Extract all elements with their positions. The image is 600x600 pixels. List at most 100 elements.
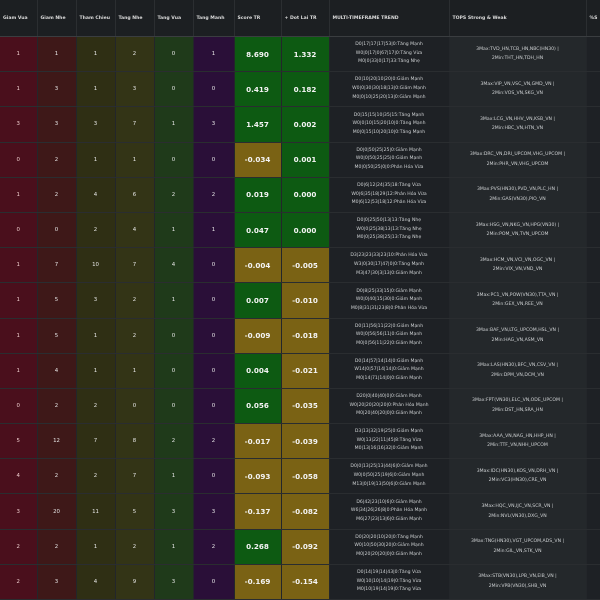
table-row[interactable]: 1 5 3 2 1 0 0.007 -0.010 D0|8|25|33|15|0:Giảm Mạ… <box>0 282 600 319</box>
cell-dot-lai: -0.082 <box>281 493 330 530</box>
cell-tops: 3Max:PVS(HN30),PVD_VN,PLC_HN | 2Min:GAS(V… <box>449 177 587 213</box>
header-tham-chieu[interactable]: Tham Chieu <box>76 0 116 37</box>
cell-percent <box>586 493 600 530</box>
trend-line: D3|13|32|19|25|0:Giảm Mạnh <box>354 429 424 435</box>
cell-tham-chieu: 10 <box>76 247 116 284</box>
table-row[interactable]: 4 2 2 7 1 0 -0.093 -0.058 D0|0|13|25|13|44|6|0:G… <box>0 458 600 495</box>
header-trend[interactable]: MULTI-TIMEFRAME TREND <box>329 0 450 37</box>
trend-line: D3|23|23|33|23|10:Phân Hóa Vừa <box>350 253 428 259</box>
cell-trend: D0|10|20|10|20|0:Giảm Mạnh W0|0|30|30|18|… <box>329 71 450 108</box>
cell-tham-chieu: 2 <box>76 458 116 495</box>
cell-tang-vua: 0 <box>154 36 194 73</box>
trend-line: D6|42|23|10|6|0:Giảm Mạnh <box>356 499 422 505</box>
cell-giam-nhe: 5 <box>37 318 77 354</box>
header-score[interactable]: Score TR <box>234 0 282 37</box>
cell-giam-nhe: 4 <box>37 353 77 389</box>
cell-tang-manh: 0 <box>193 71 235 108</box>
cell-giam-vua: 1 <box>0 71 38 108</box>
trend-line: D0|10|20|10|20|0:Giảm Mạnh <box>354 77 424 83</box>
cell-tham-chieu: 1 <box>76 529 116 565</box>
cell-tham-chieu: 11 <box>76 493 116 530</box>
cell-percent <box>586 318 600 354</box>
cell-percent <box>586 353 600 389</box>
cell-giam-vua: 5 <box>0 423 38 460</box>
header-dot-lai[interactable]: + Dot Lai TR <box>281 0 330 37</box>
trend-line: W0|0|10|15|20|10|0:Tăng Mạnh <box>352 121 426 127</box>
cell-tang-vua: 2 <box>154 423 194 460</box>
table-row[interactable]: 0 0 2 4 1 1 0.047 0.000 D0|0|25|50|13|13:Tăng Nh… <box>0 212 600 249</box>
cell-percent <box>586 142 600 178</box>
header-tang-manh[interactable]: Tang Manh <box>193 0 235 37</box>
table-row[interactable]: 3 20 11 5 3 3 -0.137 -0.082 D6|42|23|10|6|0:Giảm… <box>0 493 600 530</box>
table-row[interactable]: 3 3 3 7 1 3 1.457 0.002 D0|15|15|10|35|15:Tăng M… <box>0 106 600 143</box>
trend-line: D0|8|25|33|15|0:Giảm Mạnh <box>356 288 422 294</box>
header-tang-nhe[interactable]: Tang Nhe <box>115 0 155 37</box>
cell-tang-nhe: 2 <box>115 36 155 73</box>
cell-tops: 3Max:LCG_VN,HHV_VN,KSB_VN | 2Min:HBC_VN,H… <box>449 106 587 143</box>
cell-trend: D0|0|25|50|13|13:Tăng Nhẹ W0|0|25|38|13|1… <box>329 212 450 249</box>
cell-tang-manh: 0 <box>193 353 235 389</box>
header-tang-vua[interactable]: Tang Vua <box>154 0 194 37</box>
table-row[interactable]: 5 12 7 8 2 2 -0.017 -0.039 D3|13|32|19|25|0:Giảm… <box>0 423 600 460</box>
header-percent[interactable]: %S <box>586 0 600 37</box>
table-row[interactable]: 1 3 1 3 0 0 0.419 0.182 D0|10|20|10|20|0:Giảm Mạ… <box>0 71 600 108</box>
table-row[interactable]: 1 7 10 7 4 0 -0.004 -0.005 D3|23|23|33|23|10:Phâ… <box>0 247 600 284</box>
cell-tops: 3Max:DRC_VN,DRI_UPCOM,VHG_UPCOM | 2Min:PH… <box>449 142 587 178</box>
cell-giam-nhe: 2 <box>37 177 77 213</box>
cell-tang-vua: 0 <box>154 142 194 178</box>
cell-giam-vua: 1 <box>0 247 38 284</box>
cell-tang-nhe: 2 <box>115 529 155 565</box>
cell-tang-manh: 0 <box>193 142 235 178</box>
cell-giam-nhe: 3 <box>37 71 77 108</box>
trend-line: M0|0|25|38|25|13:Tăng Nhẹ <box>356 235 422 241</box>
cell-dot-lai: 0.001 <box>281 142 330 178</box>
cell-dot-lai: 0.000 <box>281 212 330 249</box>
cell-percent <box>586 423 600 460</box>
cell-tham-chieu: 3 <box>76 106 116 143</box>
table-row[interactable]: 1 1 1 2 0 1 8.690 1.332 D0|17|17|17|53|0:Tăng Mạ… <box>0 36 600 73</box>
trend-line: M0|10|19|14|19|0:Tăng Vừa <box>356 587 422 593</box>
trend-line: D0|6|12|24|35|18:Tăng Vừa <box>357 182 421 188</box>
cell-tops: 3Max:HCM_VN,VCI_VN,OGC_VN | 2Min:VIX_VN,V… <box>449 247 587 284</box>
cell-percent <box>586 71 600 108</box>
header-giam-vua[interactable]: Giam Vua <box>0 0 38 37</box>
trend-line: W0|0|17|0|67|17|0:Tăng Vừa <box>355 50 423 56</box>
header-tops[interactable]: TOPS Strong & Weak <box>449 0 587 37</box>
cell-tham-chieu: 1 <box>76 318 116 354</box>
table-row[interactable]: 1 2 4 6 2 2 0.019 0.000 D0|6|12|24|35|18:Tăng Vừ… <box>0 177 600 213</box>
table-row[interactable]: 2 2 1 2 1 2 0.268 -0.092 D0|20|20|10|20|0:Tăng M… <box>0 529 600 565</box>
cell-tang-nhe: 2 <box>115 318 155 354</box>
tops-line: 3Max:IDC(HN30),KOS_VN,DRH_VN | <box>476 468 559 474</box>
table-row[interactable]: 1 4 1 1 0 0 0.004 -0.021 D0|14|57|14|14|0:Giảm M… <box>0 353 600 389</box>
cell-tops: 3Max:AAA_VN,NAG_HN,HHP_HN | 2Min:TTF_VN,N… <box>449 423 587 460</box>
cell-percent <box>586 388 600 425</box>
cell-tang-nhe: 0 <box>115 388 155 425</box>
tops-line: 3Max:TVD_HN,TCB_HN,NBC(HN30) | <box>476 46 559 52</box>
tops-line: 3Max:PC1_VN,POW(VN30),TTA_VN | <box>476 292 559 298</box>
cell-tham-chieu: 3 <box>76 282 116 319</box>
cell-score: 0.419 <box>234 71 282 108</box>
table-row[interactable]: 0 2 2 0 0 0 0.056 -0.035 D20|0|40|40|0|0:Giảm Mạ… <box>0 388 600 425</box>
cell-tang-manh: 2 <box>193 177 235 213</box>
cell-giam-nhe: 3 <box>37 564 77 600</box>
trend-line: W0|0|30|30|18|13|0:Giảm Mạnh <box>352 85 426 91</box>
trend-line: D0|0|13|25|13|44|6|0:Giảm Mạnh <box>350 464 428 470</box>
trend-line: M3|47|30|3|13|0:Giảm Mạnh <box>356 270 422 276</box>
cell-tops: 3Max:HQC_VN,IJC_VN,SCR_VN | 2Min:NVL(VN30… <box>449 493 587 530</box>
cell-giam-nhe: 0 <box>37 212 77 249</box>
trend-line: W0|0|50|25|25|0:Giảm Mạnh <box>355 156 423 162</box>
cell-tang-manh: 3 <box>193 493 235 530</box>
trend-line: M6|27|23|13|6|0:Giảm Mạnh <box>356 516 422 522</box>
cell-tang-nhe: 4 <box>115 212 155 249</box>
cell-tang-vua: 2 <box>154 177 194 213</box>
cell-tang-manh: 2 <box>193 529 235 565</box>
table-row[interactable]: 1 5 1 2 0 0 -0.009 -0.018 D0|11|56|11|22|0:Giảm … <box>0 318 600 354</box>
cell-score: -0.004 <box>234 247 282 284</box>
trend-line: D0|0|25|50|13|13:Tăng Nhẹ <box>356 218 422 224</box>
cell-trend: D0|15|15|10|35|15:Tăng Mạnh W0|0|10|15|20… <box>329 106 450 143</box>
cell-score: 0.268 <box>234 529 282 565</box>
table-row[interactable]: 0 2 1 1 0 0 -0.034 0.001 D0|0|50|25|25|0:Giảm Mạ… <box>0 142 600 178</box>
header-giam-nhe[interactable]: Giam Nhe <box>37 0 77 37</box>
cell-trend: D0|17|17|17|53|0:Tăng Mạnh W0|0|17|0|67|1… <box>329 36 450 73</box>
table-row[interactable]: 2 3 4 9 3 0 -0.169 -0.154 D0|14|19|14|43|0:Tăng … <box>0 564 600 600</box>
